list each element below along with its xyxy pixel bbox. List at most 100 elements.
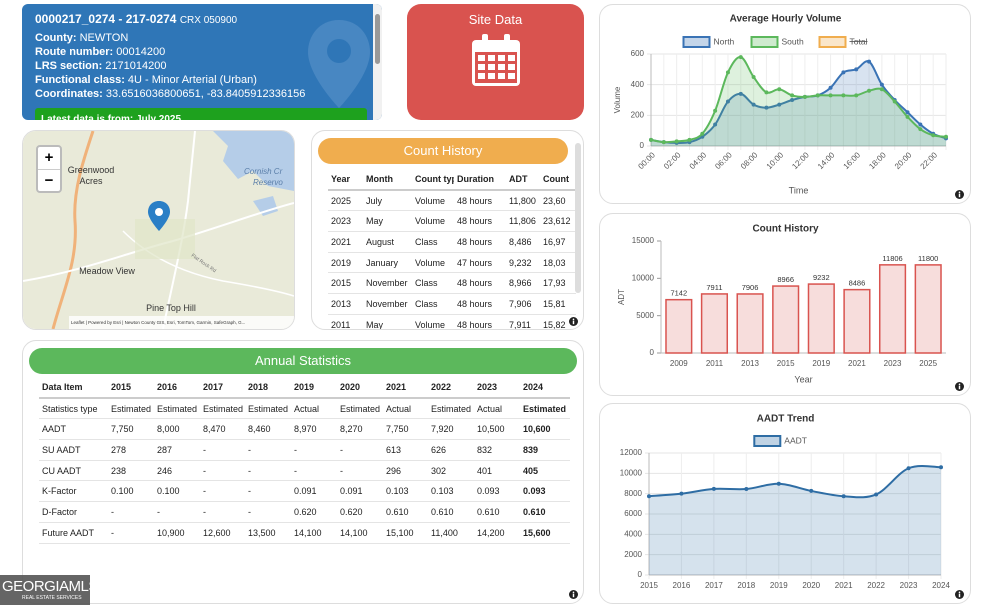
table-row: D-Factor - - - -0.620 0.620 0.610 0.610 0.610 0.6… [39,501,570,523]
table-cell: 2015 [328,272,363,295]
x-tick-label: 2016 [673,581,691,590]
table-cell: 14,100 [291,522,337,544]
table-cell: - [245,501,291,523]
table-cell: Estimated [245,397,291,420]
scrollbar[interactable] [373,4,382,120]
scrollbar[interactable] [575,143,581,293]
info-icon[interactable] [569,590,578,599]
zoom-in-button[interactable]: + [44,149,54,166]
zoom-out-button[interactable]: − [38,169,60,192]
table-cell: 238 [108,460,154,482]
table-cell: 7,920 [428,418,474,441]
point [713,108,718,113]
table-cell: - [200,480,245,503]
y-axis-label: Volume [613,86,622,113]
table-cell: K-Factor [39,480,108,503]
table-cell: 401 [474,460,520,482]
table-cell: Estimated [428,397,474,420]
x-tick-label: 10:00 [765,150,786,171]
table-cell: - [245,439,291,461]
table-cell: AADT [39,418,108,441]
column-header: Count type [412,169,454,191]
y-tick-label: 0 [640,141,645,150]
table-cell: 23,60 [540,189,576,212]
map[interactable]: Greenwood Acres Meadow View Pine Top Hil… [23,131,294,329]
area [649,465,941,575]
point [828,85,833,90]
table-cell: May [363,314,412,329]
table-cell: 7,906 [506,293,540,315]
point [647,494,651,499]
info-icon[interactable] [955,590,964,599]
table-row: Future AADT -10,900 12,600 13,500 14,100 14,1… [39,522,570,544]
column-header: 2021 [383,377,428,399]
table-row: K-Factor 0.100 0.100- -0.091 0.091 0.103 0.103… [39,480,570,503]
map-label: Cornish Cr [244,167,283,176]
x-tick-label: 22:00 [919,150,940,171]
table-cell: August [363,231,412,253]
table-cell: 0.610 [428,501,474,523]
point [879,87,884,92]
value-label: 8966 [777,275,794,284]
table-cell: 48 hours [454,231,506,253]
table-cell: 0.610 [520,501,570,523]
point [744,486,749,491]
map-label: Meadow View [79,266,135,276]
x-tick-label: 2013 [741,359,759,368]
point [649,137,653,142]
table-cell: 8,470 [200,418,245,441]
point [828,93,833,98]
field-value: 00014200 [116,46,166,58]
point [879,82,884,87]
x-tick-label: 08:00 [739,150,760,171]
table-cell: 2023 [328,210,363,233]
value-label: 8486 [849,279,866,288]
column-header: 2022 [428,377,474,399]
table-cell: Class [412,231,454,253]
table-cell: 839 [520,439,570,461]
table-cell: 7,750 [108,418,154,441]
info-icon[interactable] [955,190,964,199]
table-cell: Estimated [154,397,200,420]
bar [665,298,693,354]
table-cell: 15,81 [540,293,576,315]
info-icon[interactable] [569,317,578,326]
x-tick-label: 2020 [802,581,820,590]
table-cell: 8,486 [506,231,540,253]
x-axis-label: Year [794,374,812,384]
x-tick-label: 2017 [705,581,723,590]
site-data-button[interactable]: Site Data [407,4,584,120]
point [777,102,782,107]
x-axis-label: Time [789,185,809,195]
y-tick-label: 4000 [624,529,642,538]
table-cell: 302 [428,460,474,482]
table-cell: - [245,460,291,482]
table-cell: 0.093 [474,480,520,503]
table-cell: 832 [474,439,520,461]
panel-title: Count History [318,138,568,164]
point [892,99,897,104]
value-label: 11806 [882,254,902,263]
field-value: 4U - Minor Arterial (Urban) [127,74,257,86]
point [725,99,730,104]
x-tick-label: 02:00 [662,150,683,171]
column-header: 2020 [337,377,383,399]
legend-swatch [818,36,847,48]
field-label: Route number: [35,46,114,58]
bar [914,264,942,354]
table-cell: Class [412,293,454,315]
table-cell: 0.100 [108,480,154,503]
info-icon[interactable] [955,382,964,391]
table-cell: Actual [291,397,337,420]
point [841,70,846,75]
point [906,466,911,471]
point [944,134,948,139]
point [841,93,846,98]
table-cell: 8,270 [337,418,383,441]
column-header: 2023 [474,377,520,399]
point [854,67,859,72]
calendar-icon [471,34,520,86]
y-tick-label: 10000 [620,468,643,477]
